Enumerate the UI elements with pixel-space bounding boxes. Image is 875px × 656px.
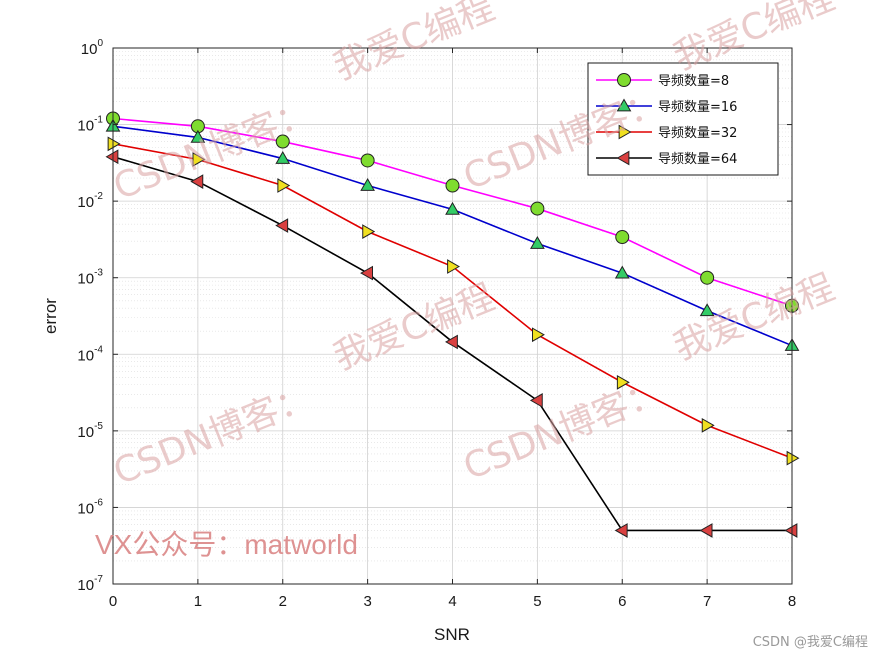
- y-tick-label: 10-7: [77, 574, 103, 594]
- watermark-wechat: VX公众号：matworld: [95, 529, 358, 560]
- legend-marker: [618, 124, 632, 140]
- watermark-credit: CSDN @我爱C编程: [753, 635, 868, 650]
- series-4: [105, 149, 798, 538]
- y-axis-label: error: [41, 298, 60, 334]
- data-point: [275, 134, 290, 149]
- y-tick-label: 10-4: [77, 344, 103, 364]
- tick-labels: 0 1 2 3 4 5 6 7 8 100 10-1 10-2 10-3 10-4 10-5 10-6 10-7: [77, 38, 796, 610]
- data-point: [699, 523, 713, 538]
- series-3: [107, 136, 800, 466]
- y-tick-label: 10-5: [77, 421, 103, 441]
- axes: [112, 47, 793, 585]
- y-tick-label: 100: [81, 38, 104, 58]
- data-point: [532, 327, 545, 343]
- data-point: [362, 224, 376, 239]
- data-point: [277, 178, 291, 193]
- data-point: [530, 201, 545, 216]
- data-point: [699, 303, 715, 317]
- x-tick-label: 1: [194, 593, 202, 610]
- data-point: [786, 450, 800, 466]
- x-tick-label: 6: [618, 593, 626, 610]
- data-point: [615, 230, 630, 245]
- data-point: [105, 149, 119, 165]
- x-axis-label: SNR: [434, 625, 470, 644]
- data-point: [107, 136, 121, 152]
- data-point: [784, 523, 798, 538]
- data-point: [447, 259, 461, 274]
- data-point: [275, 218, 289, 233]
- legend-label: 导频数量=16: [658, 100, 737, 115]
- data-point: [360, 153, 375, 168]
- x-tick-label: 7: [703, 593, 711, 610]
- y-tick-label: 10-3: [77, 268, 103, 288]
- data-point: [360, 178, 375, 191]
- x-tick-label: 2: [279, 593, 287, 610]
- data-point: [360, 265, 373, 281]
- legend-marker: [616, 98, 632, 112]
- series-layer: [105, 111, 800, 538]
- data-point: [445, 201, 460, 215]
- data-point: [192, 152, 206, 167]
- legend-label: 导频数量=32: [658, 126, 737, 141]
- data-point: [190, 174, 204, 189]
- x-tick-label: 3: [363, 593, 371, 610]
- data-point: [614, 523, 628, 538]
- data-point: [530, 235, 545, 249]
- data-point: [529, 393, 543, 408]
- y-tick-label: 10-6: [77, 497, 103, 517]
- data-point: [616, 374, 630, 390]
- legend-entry: 导频数量=64: [596, 150, 737, 167]
- legend-entry: 导频数量=16: [596, 98, 737, 115]
- legend-label: 导频数量=64: [658, 152, 737, 167]
- data-point: [701, 417, 715, 433]
- x-tick-label: 0: [109, 593, 117, 610]
- data-point: [190, 129, 206, 143]
- legend-entry: 导频数量=32: [596, 124, 737, 141]
- legend: 导频数量=8 导频数量=16 导频数量=32 导频数量=64: [587, 62, 779, 176]
- data-point: [700, 270, 715, 285]
- data-point: [614, 265, 630, 279]
- series-2: [105, 118, 800, 351]
- data-point: [444, 334, 458, 350]
- x-tick-label: 8: [788, 593, 796, 610]
- y-tick-label: 10-1: [77, 115, 103, 135]
- legend-entry: 导频数量=8: [596, 73, 729, 89]
- legend-label: 导频数量=8: [658, 74, 729, 89]
- y-tick-label: 10-2: [77, 191, 103, 211]
- x-tick-label: 4: [448, 593, 456, 610]
- x-tick-label: 5: [533, 593, 541, 610]
- series-1: [106, 111, 799, 313]
- legend-marker: [617, 73, 631, 87]
- data-point: [275, 151, 291, 164]
- legend-marker: [616, 150, 630, 166]
- data-point: [445, 178, 460, 193]
